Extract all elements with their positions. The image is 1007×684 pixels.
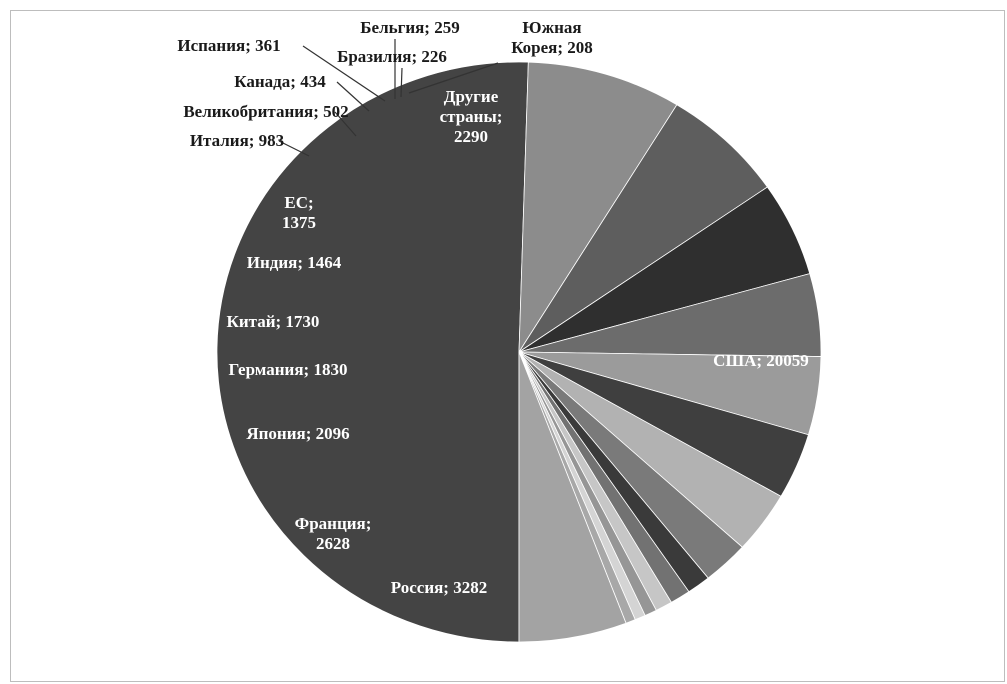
- chart-frame: США; 20059 Россия; 3282 Франция; 2628 Япония…: [10, 10, 1005, 682]
- slice-label-ес: ЕС; 1375: [282, 193, 316, 232]
- slice-label-великобритания: Великобритания; 502: [183, 102, 348, 121]
- pie-slice-сша: [216, 61, 529, 643]
- leader-line-италия: [278, 140, 310, 157]
- slice-label-индия: Индия; 1464: [247, 253, 342, 272]
- pie-slice-франция: [518, 104, 768, 353]
- pie-slice-другие-страны: [518, 351, 627, 643]
- pie-slice-россия: [518, 61, 678, 354]
- slice-label-испания: Испания; 361: [177, 36, 280, 55]
- slice-label-бразилия: Бразилия; 226: [337, 47, 447, 66]
- leader-line-великобритания: [334, 111, 357, 137]
- leader-line-южная-корея: [408, 62, 499, 94]
- slice-label-другие-страны: Другие страны; 2290: [440, 87, 503, 146]
- slice-label-канада: Канада; 434: [234, 72, 326, 91]
- slice-label-бельгия: Бельгия; 259: [360, 18, 459, 37]
- slice-label-россия: Россия; 3282: [391, 578, 487, 597]
- slice-label-южная-корея: Южная Корея; 208: [511, 18, 593, 57]
- slice-label-япония: Япония; 2096: [246, 424, 349, 443]
- slice-label-германия: Германия; 1830: [229, 360, 348, 379]
- leader-line-бразилия: [400, 67, 403, 98]
- leader-line-испания: [302, 45, 386, 102]
- leader-line-канада: [336, 81, 370, 112]
- slice-label-франция: Франция; 2628: [295, 514, 372, 553]
- pie-chart: США; 20059 Россия; 3282 Франция; 2628 Япония…: [177, 18, 822, 643]
- slice-label-сша: США; 20059: [713, 351, 809, 370]
- slice-label-китай: Китай; 1730: [227, 312, 320, 331]
- slice-label-италия: Италия; 983: [190, 131, 284, 150]
